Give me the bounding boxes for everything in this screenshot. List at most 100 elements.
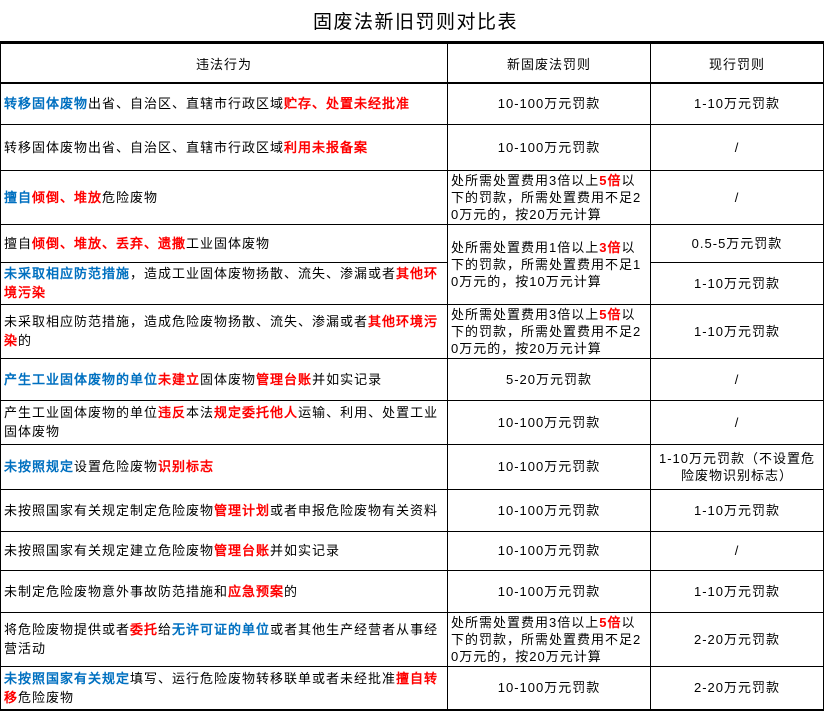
text-segment: 10-100万元罚款 (497, 543, 601, 558)
table-row: 擅自倾倒、堆放危险废物 处所需处置费用3倍以上5倍以下的罚款，所需处置费用不足20… (0, 169, 824, 225)
new-penalty-cell: 处所需处置费用3倍以上5倍以下的罚款，所需处置费用不足20万元的，按20万元计算 (447, 303, 651, 359)
table-row: 转移固体废物出省、自治区、直辖市行政区域贮存、处置未经批准 10-100万元罚款 1… (0, 82, 824, 125)
text-segment: 规定委托他人 (214, 405, 299, 420)
text-segment: 无许可证的单位 (172, 622, 271, 637)
old-penalty-cell: 2-20万元罚款 (650, 611, 824, 667)
text-segment: 应急预案 (228, 583, 285, 599)
old-penalty-cell: 1-10万元罚款 (650, 569, 824, 613)
table-row: 未采取相应防范措施，造成危险废物扬散、流失、渗漏或者其他环境污染的 处所需处置费用… (0, 303, 824, 359)
page-title: 固废法新旧罚则对比表 (312, 12, 518, 33)
behavior-cell: 未采取相应防范措施，造成危险废物扬散、流失、渗漏或者其他环境污染的 (0, 303, 448, 359)
behavior-cell: 未采取相应防范措施，造成工业固体废物扬散、流失、渗漏或者其他环境污染 (0, 261, 448, 305)
text-segment: 管理计划 (214, 502, 271, 518)
behavior-cell: 擅自倾倒、堆放、丢弃、遗撒工业固体废物 (0, 223, 448, 263)
new-penalty-cell: 10-100万元罚款 (447, 399, 651, 445)
text-segment: 工业固体废物 (186, 235, 271, 251)
text-segment: 出省、自治区、直辖市行政区域 (88, 96, 285, 112)
text-segment: 10-100万元罚款 (497, 414, 601, 430)
text-segment: 转移固体废物 (4, 96, 89, 112)
header-current-penalty: 现行罚则 (650, 41, 824, 84)
text-segment: 并如实记录 (270, 543, 341, 558)
table-row: 未采取相应防范措施，造成工业固体废物扬散、流失、渗漏或者其他环境污染 1-10万元… (0, 261, 824, 305)
text-segment: 1-10万元罚款 (693, 323, 781, 339)
header-new-law-penalty: 新固废法罚则 (447, 41, 651, 84)
text-segment: 倾倒、堆放 (32, 189, 103, 205)
text-segment: 的 (284, 583, 299, 599)
text-segment: 5-20万元罚款 (505, 371, 593, 387)
text-segment: 运输、利用、处置工业固体废物 (4, 405, 439, 439)
old-penalty-cell: 1-10万元罚款 (650, 82, 824, 125)
text-segment: 填写、运行危险废物转移联单或者未经批准 (130, 670, 397, 686)
text-segment: 未建立 (158, 371, 201, 387)
text-segment: 10-100万元罚款 (497, 680, 601, 696)
header-row: 违法行为 新固废法罚则 现行罚则 (0, 41, 824, 84)
behavior-cell: 未制定危险废物意外事故防范措施和应急预案的 (0, 569, 448, 613)
text-segment: 2-20万元罚款 (693, 631, 781, 647)
text-segment: 10-100万元罚款 (497, 96, 601, 112)
text-segment: 违反 (158, 405, 187, 420)
text-segment: 以下的罚款，所需处置费用不足20万元的，按20万元计算 (451, 172, 642, 222)
table-row: 产生工业固体废物的单位未建立固体废物管理台账并如实记录 5-20万元罚款 / (0, 357, 824, 401)
text-segment: / (734, 189, 740, 205)
table-row: 转移固体废物出省、自治区、直辖市行政区域利用未报备案 10-100万元罚款 / (0, 123, 824, 171)
old-penalty-cell: / (650, 357, 824, 401)
text-segment: 1-10万元罚款 (693, 502, 781, 518)
new-penalty-cell: 10-100万元罚款 (447, 569, 651, 613)
text-segment: 10-100万元罚款 (497, 583, 601, 599)
new-penalty-cell: 处所需处置费用1倍以上3倍以下的罚款，所需处置费用不足10万元的，按10万元计算 (447, 223, 651, 305)
text-segment: 或者其他生产经营者从事经营活动 (4, 622, 439, 656)
text-segment: 或者申报危险废物有关资料 (270, 502, 439, 518)
text-segment: 1-10万元罚款 (693, 583, 781, 599)
table-row: 未按照国家有关规定填写、运行危险废物转移联单或者未经批准擅自转移危险废物 10-1… (0, 665, 824, 711)
text-segment: 给 (158, 622, 173, 637)
behavior-cell: 未按照国家有关规定填写、运行危险废物转移联单或者未经批准擅自转移危险废物 (0, 665, 448, 711)
behavior-cell: 未按照规定设置危险废物识别标志 (0, 443, 448, 490)
text-segment: / (734, 139, 740, 155)
text-segment: 10-100万元罚款 (497, 139, 601, 155)
text-segment: 并如实记录 (312, 371, 383, 387)
new-penalty-cell: 10-100万元罚款 (447, 443, 651, 490)
text-segment: 处所需处置费用3倍以上 (451, 306, 600, 322)
old-penalty-cell: / (650, 399, 824, 445)
text-segment: 未制定危险废物意外事故防范措施和 (4, 583, 229, 599)
text-segment: 未采取相应防范措施，造成危险废物扬散、流失、渗漏或者 (4, 314, 369, 329)
text-segment: 处所需处置费用1倍以上 (451, 239, 600, 255)
text-segment: 1-10万元罚款 (693, 96, 781, 112)
text-segment: 贮存、处置未经批准 (284, 96, 411, 112)
text-segment: 0.5-5万元罚款 (691, 235, 783, 251)
header-violation-behavior: 违法行为 (0, 41, 448, 84)
behavior-cell: 产生工业固体废物的单位未建立固体废物管理台账并如实记录 (0, 357, 448, 401)
text-segment: 处所需处置费用3倍以上 (451, 172, 600, 188)
text-segment: 危险废物 (18, 689, 75, 705)
table-row: 未按照国家有关规定建立危险废物管理台账并如实记录 10-100万元罚款 / (0, 530, 824, 571)
old-penalty-cell: 1-10万元罚款 (650, 261, 824, 305)
text-segment: 2-20万元罚款 (693, 680, 781, 696)
text-segment: / (734, 371, 740, 387)
new-penalty-cell: 10-100万元罚款 (447, 488, 651, 532)
text-segment: 管理台账 (256, 371, 313, 387)
text-segment: 倾倒、堆放、丢弃、遗撒 (32, 235, 187, 251)
old-penalty-cell: 2-20万元罚款 (650, 665, 824, 711)
behavior-cell: 未按照国家有关规定建立危险废物管理台账并如实记录 (0, 530, 448, 571)
table-row: 将危险废物提供或者委托给无许可证的单位或者其他生产经营者从事经营活动 处所需处置费… (0, 611, 824, 667)
text-segment: 10-100万元罚款 (497, 502, 601, 518)
table-row: 产生工业固体废物的单位违反本法规定委托他人运输、利用、处置工业固体废物 10-10… (0, 399, 824, 445)
text-segment: 危险废物 (102, 189, 159, 205)
text-segment: / (734, 414, 740, 430)
behavior-cell: 未按照国家有关规定制定危险废物管理计划或者申报危险废物有关资料 (0, 488, 448, 532)
new-penalty-cell: 10-100万元罚款 (447, 123, 651, 171)
text-segment: / (734, 543, 740, 558)
text-segment: 以下的罚款，所需处置费用不足20万元的，按20万元计算 (451, 306, 642, 356)
text-segment: 未按照规定 (4, 459, 75, 474)
text-segment: 利用未报备案 (284, 139, 369, 155)
text-segment: 以下的罚款，所需处置费用不足20万元的，按20万元计算 (451, 614, 642, 664)
old-penalty-cell: 1-10万元罚款 (650, 488, 824, 532)
behavior-cell: 转移固体废物出省、自治区、直辖市行政区域贮存、处置未经批准 (0, 82, 448, 125)
text-segment: 的 (18, 333, 33, 348)
text-segment: 管理台账 (214, 543, 271, 558)
text-segment: 10-100万元罚款 (497, 459, 601, 474)
text-segment: 转移固体废物出省、自治区、直辖市行政区域 (4, 139, 285, 155)
table-row: 擅自倾倒、堆放、丢弃、遗撒工业固体废物 处所需处置费用1倍以上3倍以下的罚款，所需… (0, 223, 824, 305)
behavior-cell: 产生工业固体废物的单位违反本法规定委托他人运输、利用、处置工业固体废物 (0, 399, 448, 445)
